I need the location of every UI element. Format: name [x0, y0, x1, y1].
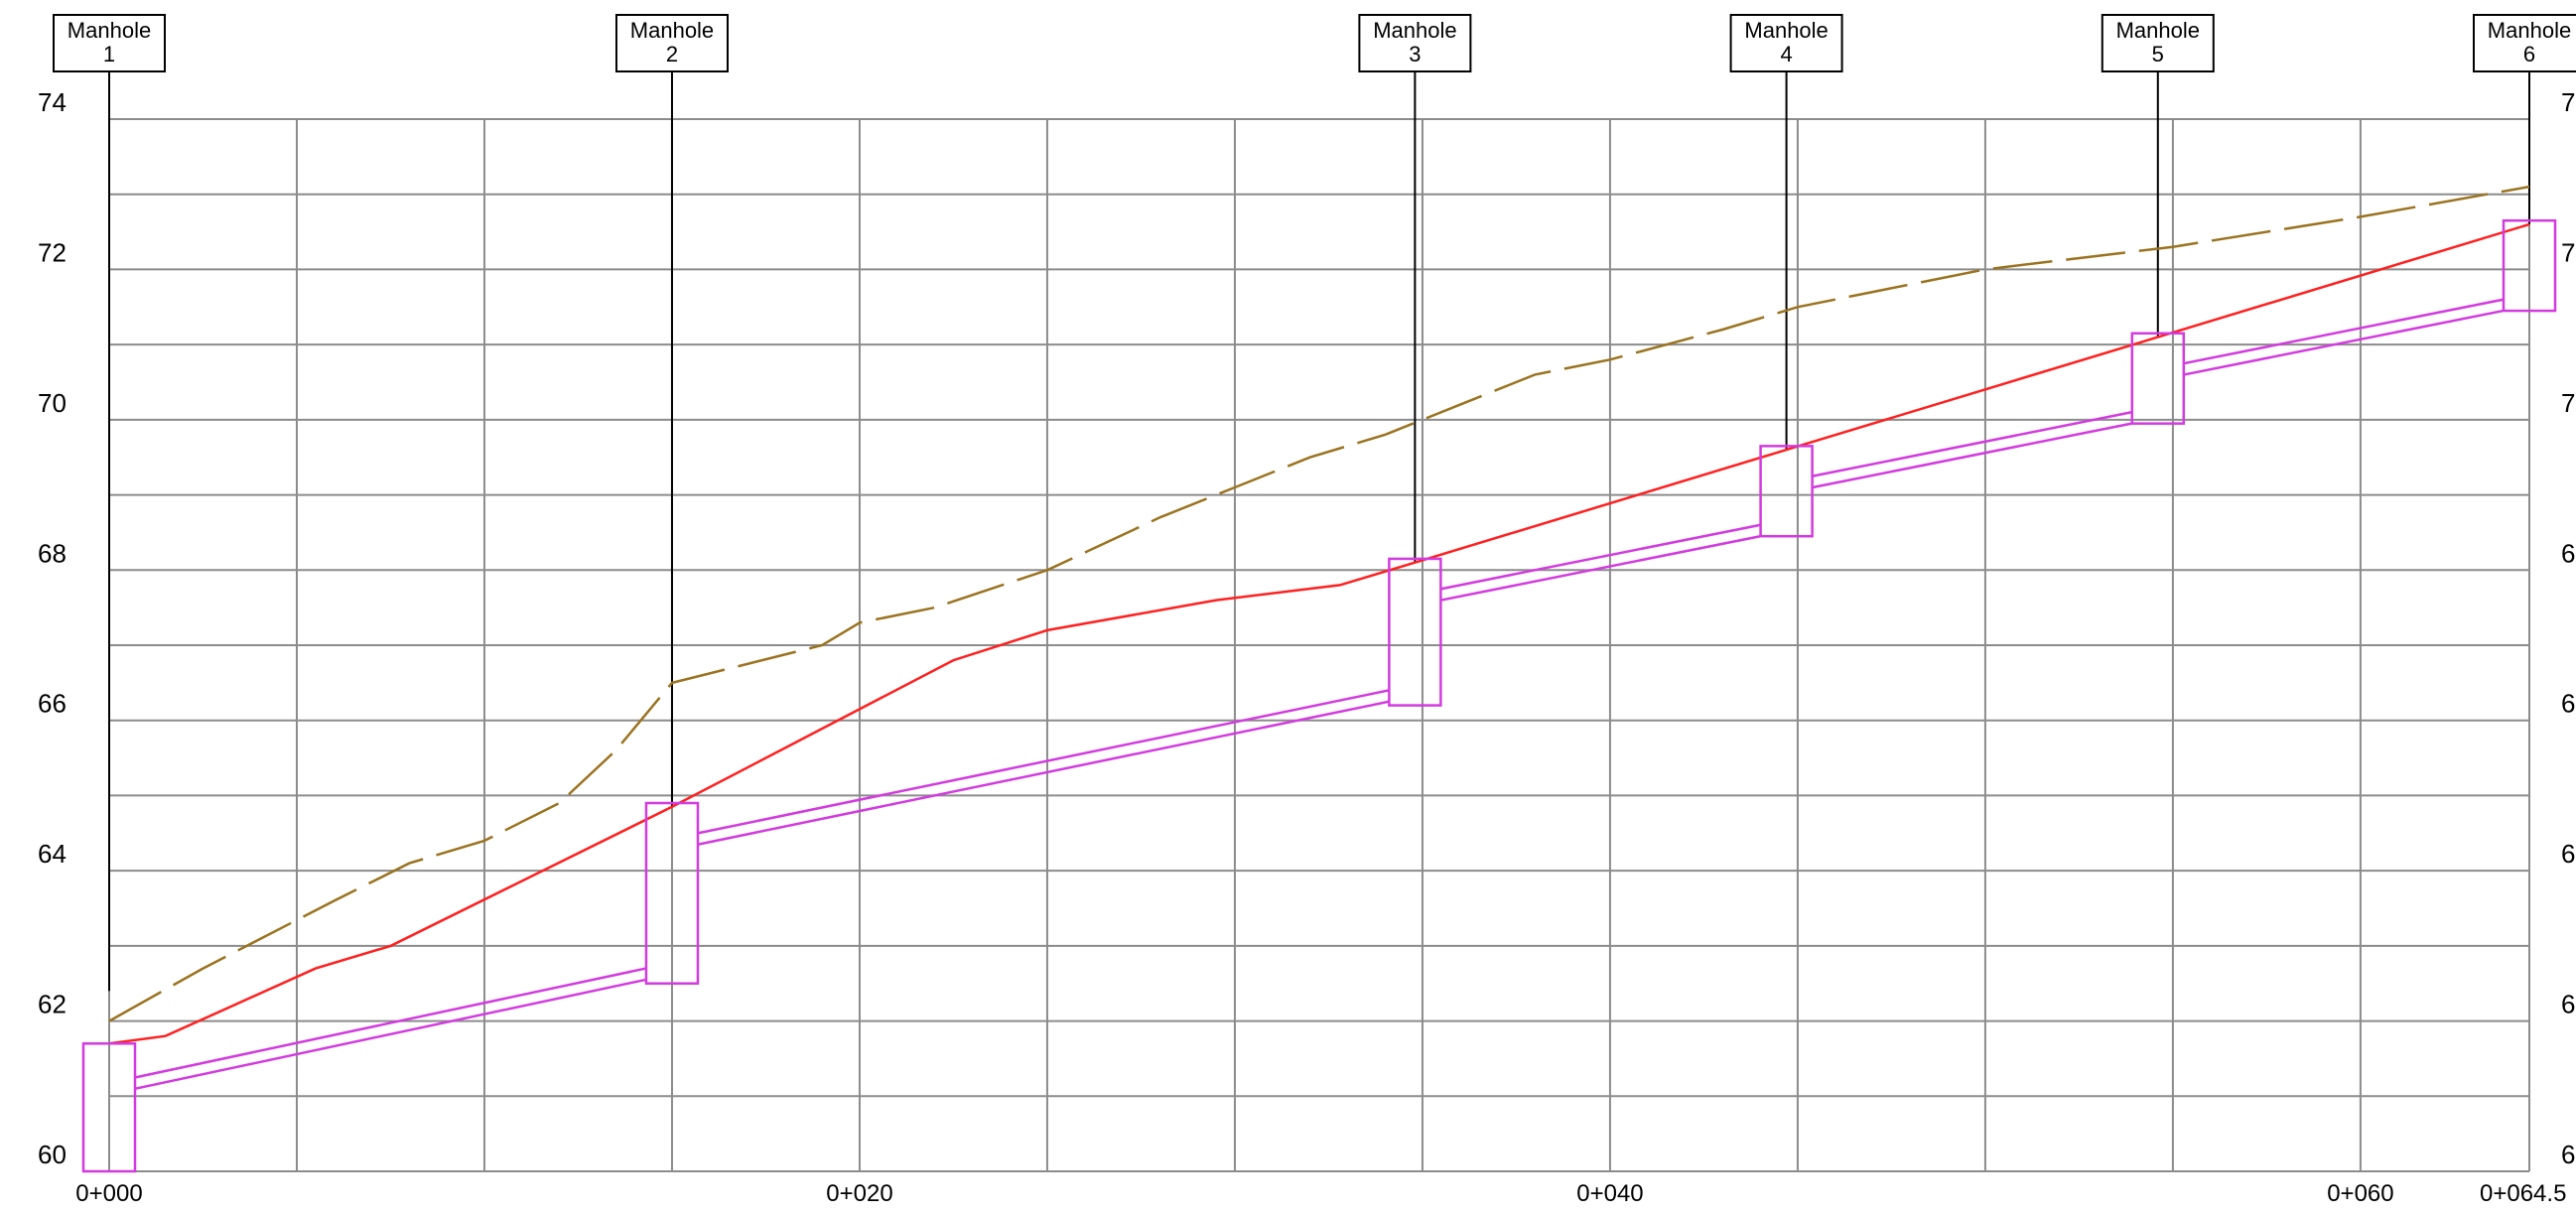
y-tick-label-left: 64 [38, 839, 67, 869]
existing-ground-line [108, 185, 2530, 1022]
manhole-label-box [53, 14, 166, 72]
manhole-label-box [2473, 14, 2576, 72]
pipe-runs [135, 298, 2504, 1090]
manhole-label-number: 1 [103, 42, 115, 67]
manhole-label-number: 6 [2523, 42, 2535, 67]
pipe-invert-line [2184, 309, 2504, 376]
manhole-label-number: 2 [666, 42, 678, 67]
y-tick-label-left: 74 [38, 87, 67, 117]
manhole-label-box [1358, 14, 1472, 72]
y-axis-right: 7 7 7 6 6 6 6 6 [2561, 87, 2575, 1169]
manhole-label-number: 5 [2152, 42, 2164, 67]
manhole-label-name: Manhole [1373, 18, 1456, 43]
manhole-leader-lines [108, 71, 2530, 992]
manhole-labels: Manhole1Manhole2Manhole3Manhole4Manhole5… [53, 14, 2576, 72]
pipe-crown-line [2184, 298, 2504, 365]
pipe-crown-line [1812, 411, 2132, 477]
profile-series [108, 185, 2530, 1045]
pipe-crown-line [135, 967, 646, 1079]
y-tick-label-right: 6 [2561, 538, 2575, 568]
y-tick-label-right: 6 [2561, 990, 2575, 1019]
manhole-label-number: 3 [1409, 42, 1421, 67]
manhole-box [2130, 332, 2186, 425]
manhole-label-name: Manhole [2116, 18, 2200, 43]
y-tick-label-right: 6 [2561, 839, 2575, 869]
x-tick-label: 0+040 [1576, 1180, 1643, 1207]
pipe-invert-line [1440, 534, 1761, 602]
y-tick-label-left: 60 [38, 1140, 67, 1169]
manhole-label-name: Manhole [1744, 18, 1828, 43]
y-tick-label-right: 7 [2561, 237, 2575, 267]
y-axis-left: 60 62 64 66 68 70 72 74 [38, 87, 67, 1169]
pipe-invert-line [1812, 422, 2132, 489]
manhole-label-name: Manhole [2488, 18, 2571, 43]
y-tick-label-right: 7 [2561, 87, 2575, 117]
manhole-label-box [614, 14, 729, 72]
manhole-label-box [1729, 14, 1843, 72]
manhole-box [2502, 218, 2557, 313]
y-tick-label-left: 70 [38, 388, 67, 418]
manhole-box [1388, 557, 1442, 707]
manhole-label-number: 4 [1780, 42, 1792, 67]
y-tick-label-left: 62 [38, 990, 67, 1019]
y-tick-label-left: 72 [38, 237, 67, 267]
x-tick-label: 0+064.5 [2480, 1180, 2566, 1207]
pipe-crown-line [1440, 523, 1761, 591]
x-tick-label: 0+000 [75, 1180, 142, 1207]
x-tick-label: 0+060 [2327, 1180, 2393, 1207]
manhole-label-name: Manhole [68, 18, 151, 43]
manhole-box [81, 1042, 137, 1173]
y-tick-label-right: 6 [2561, 689, 2575, 719]
y-tick-label-right: 6 [2561, 1140, 2575, 1169]
manhole-label-name: Manhole [630, 18, 714, 43]
grid [108, 118, 2530, 1172]
x-axis: 0+000 0+020 0+040 0+060 0+064.5 [75, 1180, 2566, 1207]
y-tick-label-right: 7 [2561, 388, 2575, 418]
x-tick-label: 0+020 [826, 1180, 892, 1207]
pipe-invert-line [135, 978, 646, 1090]
y-tick-label-left: 68 [38, 538, 67, 568]
pipe-invert-line [698, 700, 1390, 846]
manhole-label-box [2101, 14, 2215, 72]
manhole-box [1759, 445, 1814, 538]
manhole-structures [81, 218, 2557, 1173]
manhole-box [644, 801, 700, 985]
finished-grade-line [108, 222, 2530, 1045]
pipe-crown-line [698, 689, 1390, 835]
y-tick-label-left: 66 [38, 689, 67, 719]
